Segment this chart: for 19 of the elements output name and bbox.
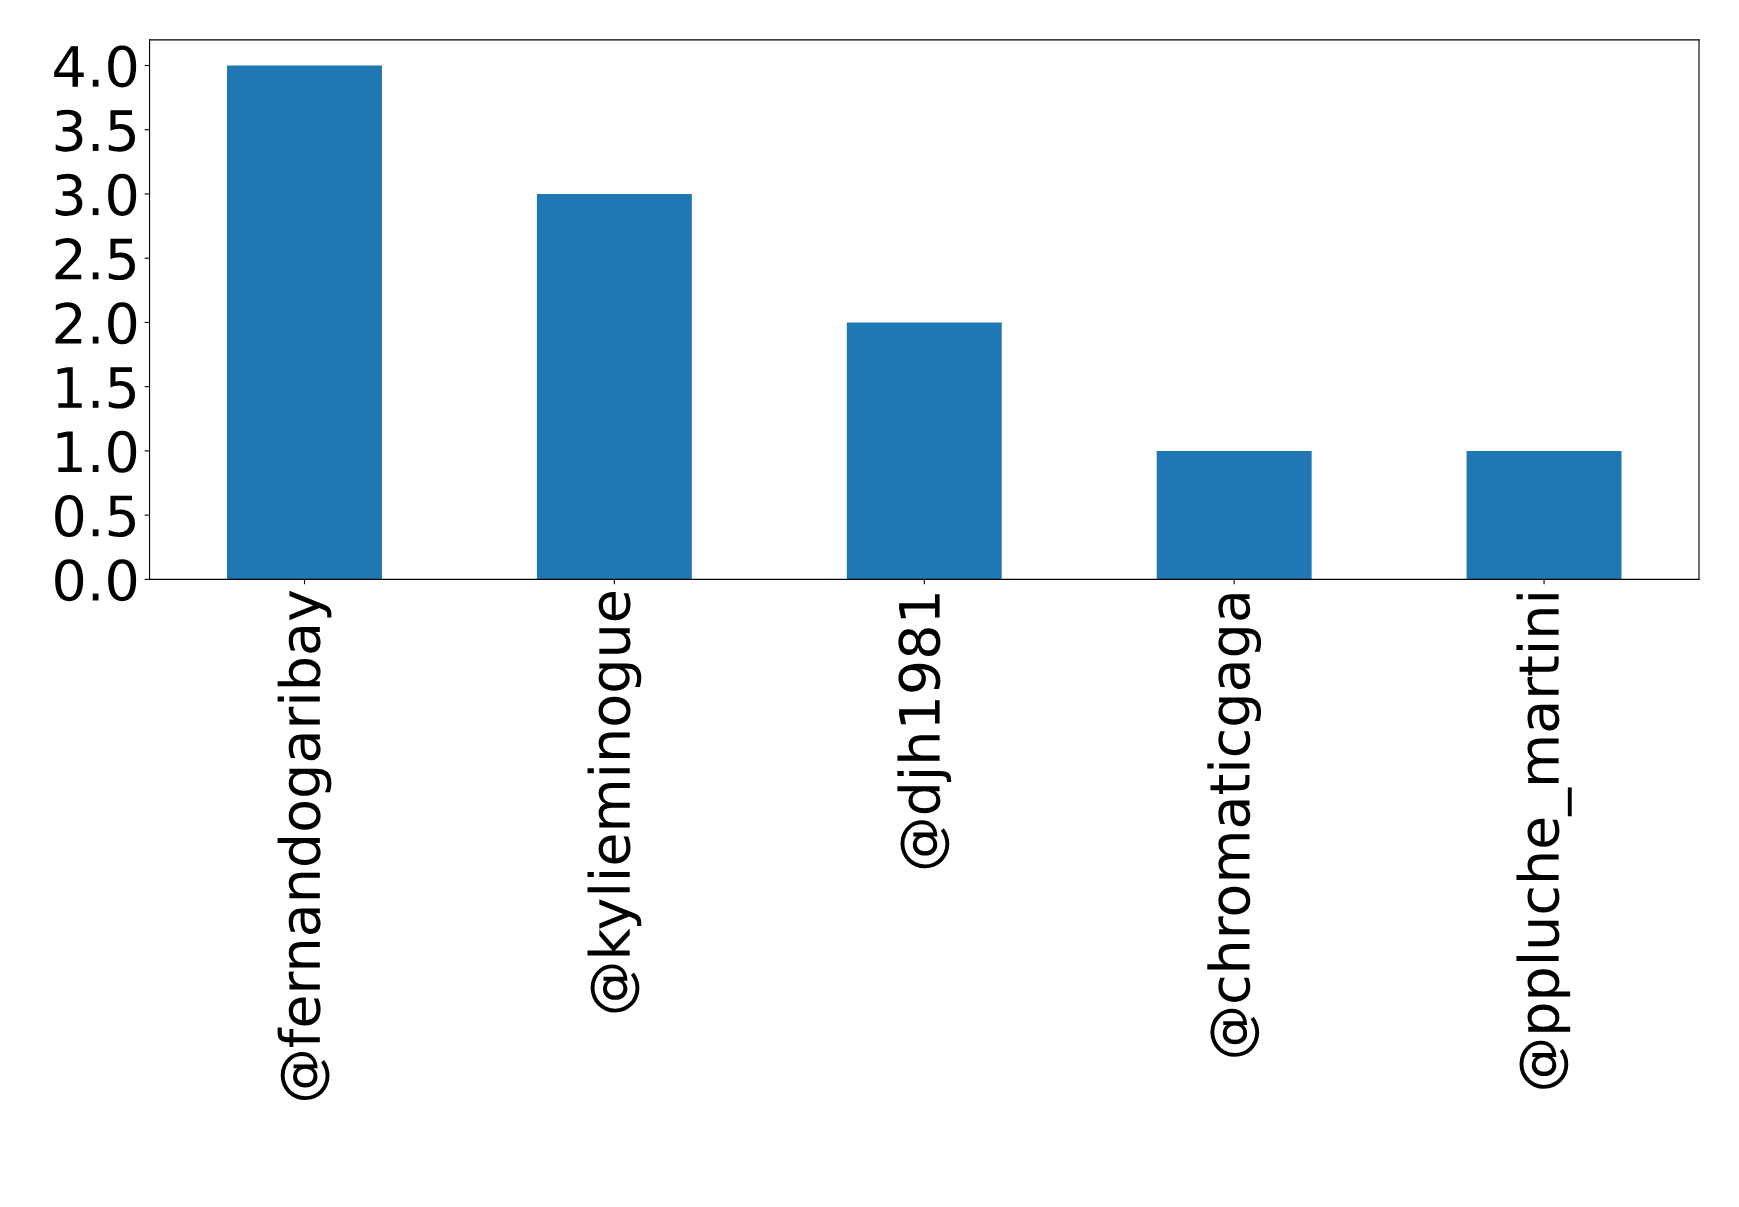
y-tick-label: 0.0 (55, 559, 137, 602)
x-tick-label: @djh1981 (897, 594, 952, 869)
x-tick-label: @fernandogaribay (277, 590, 332, 1101)
x-tick-label: @chromaticgaga (1207, 594, 1262, 1057)
y-tick-label: 3.5 (55, 109, 135, 152)
bar (536, 193, 692, 580)
x-tick-label: @kylieminogue (587, 592, 642, 1013)
y-tick-label: 0.5 (55, 495, 135, 538)
bar (1466, 450, 1622, 580)
bar (846, 322, 1002, 580)
x-tick-label: @ppluche_martini (1516, 594, 1572, 1089)
y-tick-label: 1.5 (57, 367, 135, 409)
y-tick-label: 3.0 (55, 173, 137, 216)
bar (227, 65, 382, 580)
y-tick-label: 1.0 (57, 430, 137, 473)
y-tick-label: 2.5 (55, 238, 135, 281)
y-tick-label: 4.0 (54, 45, 137, 88)
y-tick-label: 2.0 (55, 302, 137, 345)
bar (1156, 450, 1312, 580)
